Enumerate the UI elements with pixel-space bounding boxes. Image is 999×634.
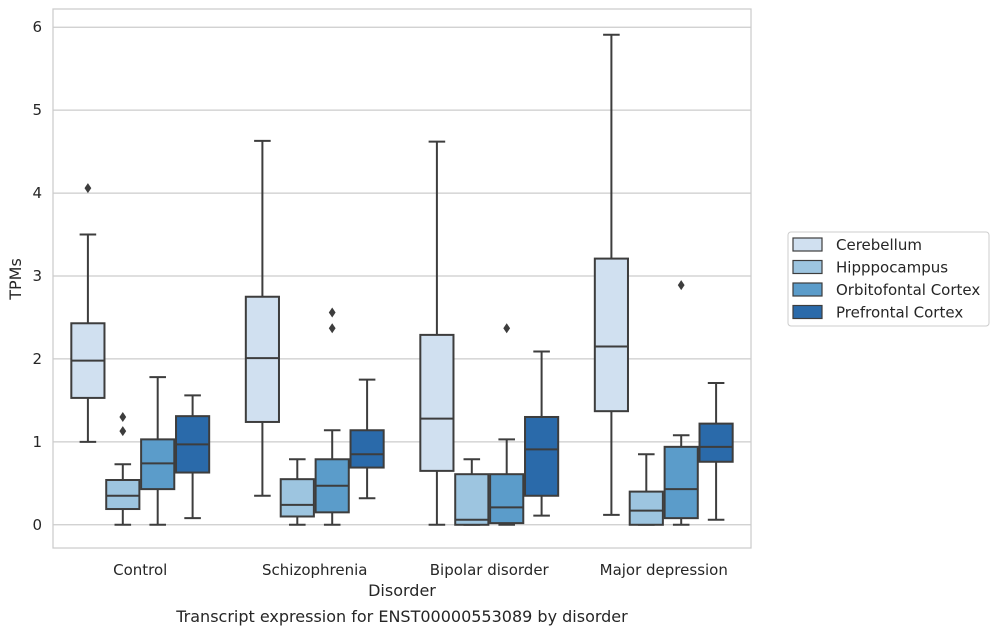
box	[663, 445, 699, 520]
y-tick-label: 5	[32, 101, 42, 119]
box-group	[663, 280, 699, 526]
x-tick-label: Control	[113, 561, 167, 579]
y-ticks: 0 1 2 3 4 5 6	[32, 18, 42, 534]
outlier	[328, 323, 336, 334]
box-group	[244, 139, 280, 497]
legend-swatch	[792, 282, 823, 297]
box	[524, 415, 560, 497]
box-group	[454, 458, 490, 526]
box-group	[524, 350, 560, 517]
box	[279, 478, 315, 518]
outlier	[119, 411, 127, 422]
legend-label: Hipppocampus	[836, 259, 948, 277]
y-tick-label: 4	[32, 184, 42, 202]
legend-frame	[787, 231, 990, 327]
legend-swatch	[792, 259, 823, 275]
box	[489, 473, 525, 525]
x-ticks: Control Schizophrenia Bipolar disorder Majo…	[113, 561, 728, 579]
chart-title: Transcript expression for ENST0000055308…	[175, 607, 628, 626]
y-tick-label: 2	[32, 350, 42, 368]
box-group	[70, 183, 106, 443]
y-tick-label: 3	[32, 267, 42, 285]
box-group	[419, 140, 455, 526]
box-group	[698, 381, 734, 521]
box	[698, 422, 734, 463]
outlier	[328, 307, 336, 318]
y-tick-label: 1	[32, 433, 42, 451]
box	[628, 490, 664, 526]
legend-label: Prefrontal Cortex	[836, 304, 963, 322]
legend: Cerebellum Hipppocampus Orbitofontal Corte…	[787, 231, 990, 327]
outlier	[84, 183, 92, 194]
box-group	[628, 453, 664, 526]
legend-label: Orbitofontal Cortex	[836, 281, 980, 299]
y-tick-label: 0	[32, 516, 42, 534]
box-group	[314, 307, 350, 526]
x-tick-label: Schizophrenia	[262, 561, 367, 579]
boxes	[70, 33, 734, 526]
x-axis-label: Disorder	[368, 581, 436, 600]
outlier	[119, 426, 127, 437]
box-group	[279, 458, 315, 526]
box	[593, 257, 629, 413]
y-axis-label: TPMs	[6, 258, 25, 301]
x-tick-label: Major depression	[600, 561, 728, 579]
box	[105, 479, 141, 511]
box-group	[489, 323, 525, 526]
x-tick-label: Bipolar disorder	[430, 561, 550, 579]
box	[349, 429, 385, 469]
legend-swatch	[792, 304, 823, 320]
box-group	[140, 376, 176, 526]
outlier	[677, 280, 685, 291]
box	[454, 473, 490, 526]
box-group	[175, 394, 211, 520]
y-tick-label: 6	[32, 18, 42, 36]
box	[419, 333, 455, 472]
box-group	[105, 411, 141, 526]
legend-swatch	[792, 237, 823, 252]
plot-frame	[52, 8, 752, 549]
box-group	[593, 33, 629, 516]
legend-label: Cerebellum	[836, 236, 922, 254]
outlier	[503, 323, 511, 334]
box	[244, 295, 280, 423]
box-group	[349, 378, 385, 500]
